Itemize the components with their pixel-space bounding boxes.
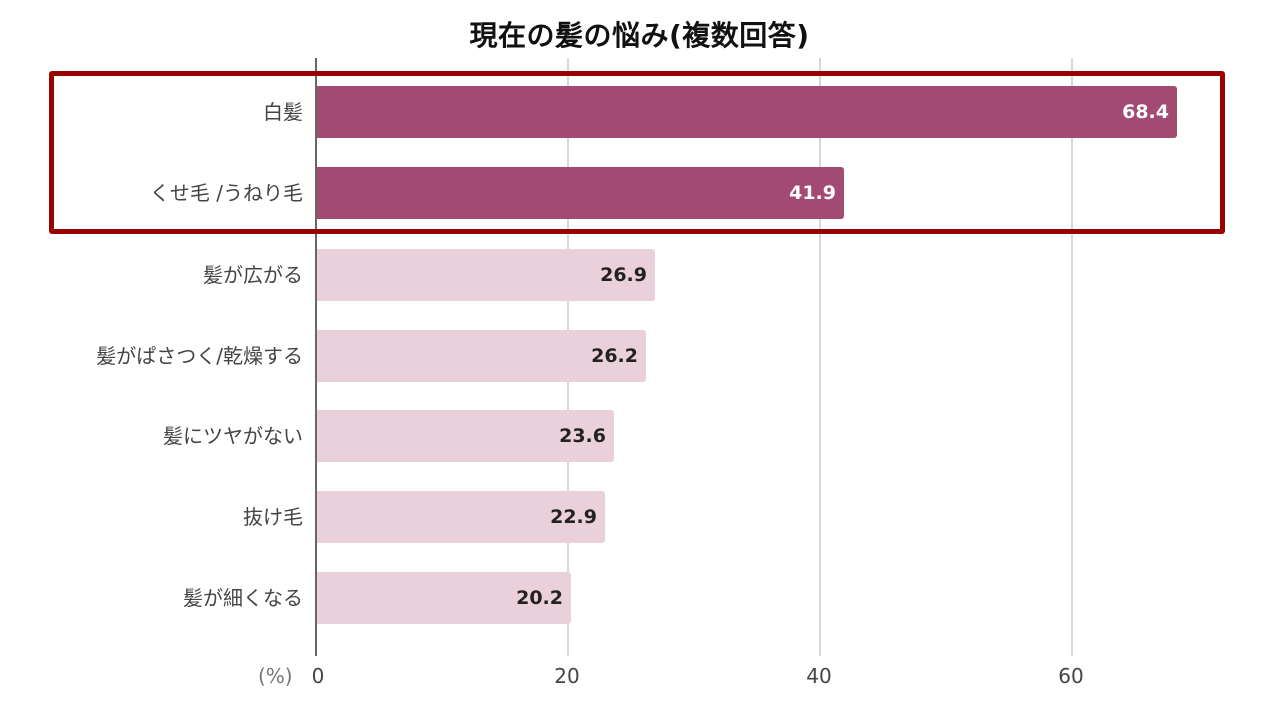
bar-hakuhatsu: 68.4 <box>317 86 1177 138</box>
bar-row: 髪がぱさつく/乾燥する 26.2 <box>0 330 1279 382</box>
x-tick-0: 0 <box>311 664 325 688</box>
highlight-box <box>49 71 1225 234</box>
x-tick-40: 40 <box>806 664 832 688</box>
bar-row: くせ毛 /うねり毛 41.9 <box>0 167 1279 219</box>
gridline-60 <box>1071 58 1073 656</box>
bar-pasatsuku: 26.2 <box>317 330 646 382</box>
bar-value-label: 68.4 <box>1122 101 1169 123</box>
category-label: くせ毛 /うねり毛 <box>149 181 303 205</box>
bar-row: 抜け毛 22.9 <box>0 491 1279 543</box>
chart-title: 現在の髪の悩み(複数回答) <box>469 19 810 52</box>
x-tick-20: 20 <box>554 664 580 688</box>
category-label: 抜け毛 <box>243 505 303 529</box>
bar-hirogaru: 26.9 <box>317 249 655 301</box>
bar-value-label: 23.6 <box>559 425 606 447</box>
category-label: 白髪 <box>263 100 303 124</box>
category-label: 髪が広がる <box>203 263 303 287</box>
bar-value-label: 22.9 <box>550 506 597 528</box>
bar-value-label: 26.2 <box>591 345 638 367</box>
bar-row: 髪が広がる 26.9 <box>0 249 1279 301</box>
category-label: 髪がぱさつく/乾燥する <box>96 344 303 368</box>
bar-hosoku: 20.2 <box>317 572 571 624</box>
category-label: 髪が細くなる <box>183 586 303 610</box>
x-tick-60: 60 <box>1058 664 1084 688</box>
bar-row: 髪にツヤがない 23.6 <box>0 410 1279 462</box>
bar-kusege: 41.9 <box>317 167 844 219</box>
bar-value-label: 20.2 <box>516 587 563 609</box>
gridline-40 <box>819 58 821 656</box>
bar-row: 髪が細くなる 20.2 <box>0 572 1279 624</box>
y-axis-line <box>315 58 317 656</box>
bar-row: 白髪 68.4 <box>0 86 1279 138</box>
bar-value-label: 41.9 <box>789 182 836 204</box>
bar-nukege: 22.9 <box>317 491 605 543</box>
category-label: 髪にツヤがない <box>163 424 303 448</box>
x-axis-unit-label: (%) <box>258 664 293 688</box>
bar-value-label: 26.9 <box>600 264 647 286</box>
bar-tsuya: 23.6 <box>317 410 614 462</box>
